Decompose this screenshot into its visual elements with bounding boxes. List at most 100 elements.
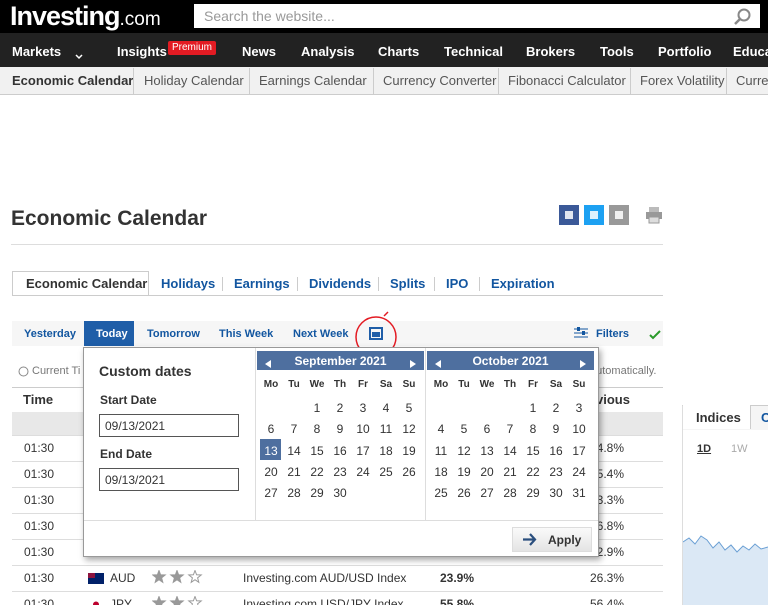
- sub-nav-item[interactable]: Economic Calendar: [12, 73, 134, 88]
- sub-nav-item[interactable]: Fibonacci Calculator: [508, 73, 626, 88]
- day[interactable]: 31: [572, 486, 586, 501]
- nav-item[interactable]: Technical: [444, 44, 504, 59]
- tab[interactable]: Expiration: [491, 276, 555, 291]
- day[interactable]: 22: [526, 464, 540, 479]
- nav-item[interactable]: Educa: [733, 44, 768, 59]
- day[interactable]: 7: [506, 422, 514, 437]
- date-filter[interactable]: Today: [96, 328, 128, 340]
- day[interactable]: 2: [336, 401, 344, 415]
- day[interactable]: 2: [552, 401, 560, 415]
- day[interactable]: 11: [379, 422, 393, 437]
- tab[interactable]: Dividends: [309, 276, 372, 291]
- day[interactable]: 13: [480, 443, 494, 458]
- arrow-left[interactable]: [265, 360, 271, 368]
- day[interactable]: 8: [529, 422, 537, 437]
- day[interactable]: 25: [434, 486, 448, 501]
- date-filter[interactable]: Next Week: [293, 328, 349, 340]
- side-tab[interactable]: C: [761, 410, 768, 425]
- day[interactable]: 17: [572, 443, 586, 458]
- day[interactable]: 24: [356, 464, 370, 479]
- day[interactable]: 11: [434, 443, 448, 458]
- arrow-right[interactable]: [410, 360, 416, 368]
- day[interactable]: 20: [480, 464, 494, 479]
- day[interactable]: 18: [434, 464, 448, 479]
- day[interactable]: 25: [379, 464, 393, 479]
- day[interactable]: 17: [356, 443, 370, 458]
- day[interactable]: 4: [437, 422, 445, 437]
- sub-nav-item[interactable]: Curre: [736, 73, 768, 88]
- nav-item[interactable]: Brokers: [526, 44, 576, 59]
- day[interactable]: 23: [549, 464, 563, 479]
- nav-item[interactable]: Portfolio: [658, 44, 712, 59]
- day[interactable]: 26: [457, 486, 471, 501]
- day[interactable]: 29: [526, 486, 540, 501]
- sub-nav-item[interactable]: Holiday Calendar: [144, 73, 244, 88]
- tab[interactable]: Earnings: [234, 276, 290, 291]
- tab[interactable]: Splits: [390, 276, 426, 291]
- side-tab[interactable]: Indices: [696, 410, 741, 425]
- sub-nav-item[interactable]: Forex Volatility: [640, 73, 725, 88]
- day[interactable]: 4: [382, 401, 390, 415]
- print-button[interactable]: [645, 206, 663, 224]
- day[interactable]: 15: [310, 443, 324, 458]
- day[interactable]: 30: [333, 486, 347, 501]
- range-button[interactable]: 1W: [731, 443, 748, 455]
- calendar-button[interactable]: [369, 326, 383, 340]
- day[interactable]: 27: [480, 486, 494, 501]
- arrow-left[interactable]: [435, 360, 441, 368]
- day[interactable]: 10: [572, 422, 586, 437]
- day[interactable]: 14: [503, 443, 517, 458]
- sub-nav-item[interactable]: Currency Converter: [383, 73, 497, 88]
- nav-item[interactable]: Analysis: [301, 44, 355, 59]
- sub-nav-item[interactable]: Earnings Calendar: [259, 73, 367, 88]
- nav-item[interactable]: News: [242, 44, 276, 59]
- day[interactable]: 7: [290, 422, 298, 437]
- day[interactable]: 15: [526, 443, 540, 458]
- day[interactable]: 22: [310, 464, 324, 479]
- day[interactable]: 3: [359, 401, 367, 415]
- nav-item[interactable]: Charts: [378, 44, 420, 59]
- tab[interactable]: IPO: [446, 276, 469, 291]
- day[interactable]: 16: [333, 443, 347, 458]
- day[interactable]: 20: [264, 464, 278, 479]
- search-box[interactable]: Search the website...: [194, 4, 760, 28]
- day[interactable]: 6: [483, 422, 491, 437]
- day[interactable]: 18: [379, 443, 393, 458]
- day[interactable]: 14: [287, 443, 301, 458]
- nav-item[interactable]: Tools: [600, 44, 634, 59]
- day[interactable]: 27: [264, 486, 278, 501]
- day[interactable]: 9: [552, 422, 560, 437]
- date-filter[interactable]: Tomorrow: [147, 328, 200, 340]
- share-button[interactable]: [609, 205, 629, 225]
- day[interactable]: 19: [457, 464, 471, 479]
- day[interactable]: 12: [402, 422, 416, 437]
- day[interactable]: 21: [287, 464, 301, 479]
- nav-item[interactable]: Insights: [117, 44, 167, 59]
- day[interactable]: 26: [402, 464, 416, 479]
- day[interactable]: 8: [313, 422, 321, 437]
- logo[interactable]: Investing.com: [10, 3, 161, 30]
- date-filter[interactable]: Yesterday: [24, 328, 76, 340]
- day[interactable]: 28: [503, 486, 517, 501]
- day[interactable]: 21: [503, 464, 517, 479]
- tab[interactable]: Economic Calendar: [26, 276, 148, 291]
- day[interactable]: 12: [457, 443, 471, 458]
- share-button[interactable]: [559, 205, 579, 225]
- filters-button[interactable]: Filters: [596, 328, 630, 340]
- date-filter[interactable]: This Week: [219, 328, 274, 340]
- day[interactable]: 9: [336, 422, 344, 437]
- day[interactable]: 5: [405, 401, 413, 415]
- day[interactable]: 23: [333, 464, 347, 479]
- day[interactable]: 13: [264, 443, 278, 458]
- day[interactable]: 19: [402, 443, 416, 458]
- share-button[interactable]: [584, 205, 604, 225]
- apply-button[interactable]: Apply: [512, 527, 592, 552]
- day[interactable]: 10: [356, 422, 370, 437]
- day[interactable]: 29: [310, 486, 324, 501]
- day[interactable]: 16: [549, 443, 563, 458]
- day[interactable]: 6: [267, 422, 275, 437]
- day[interactable]: 24: [572, 464, 586, 479]
- start-input[interactable]: 09/13/2021: [99, 414, 239, 437]
- day[interactable]: 28: [287, 486, 301, 501]
- tab[interactable]: Holidays: [161, 276, 216, 291]
